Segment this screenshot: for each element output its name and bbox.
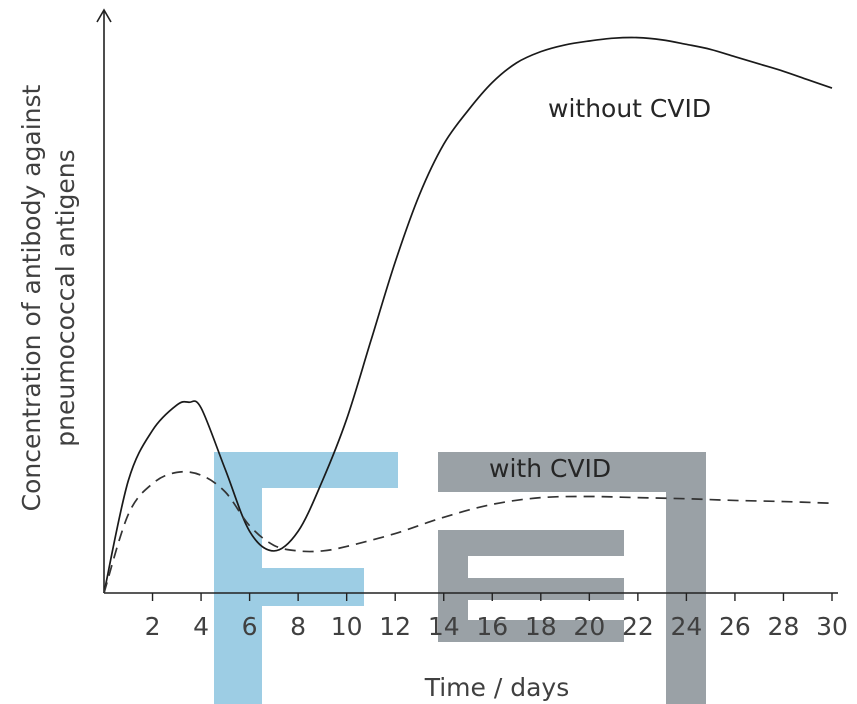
x-axis-title: Time / days	[424, 673, 570, 702]
watermark-gray-frame-top	[438, 452, 706, 492]
x-tick-label-14: 14	[428, 612, 460, 641]
x-tick-label-24: 24	[670, 612, 702, 641]
y-axis-arrowhead	[96, 8, 112, 23]
y-axis-title-line-2: pneumococcal antigens	[51, 149, 80, 446]
x-axis-ticks: 2 4 6 8 10 12 14 16 18 20 22 24 26 28 30	[145, 593, 848, 641]
watermark-gray-left	[438, 530, 468, 642]
watermark-gray-inner-3	[462, 620, 624, 642]
watermark-gray-inner-1	[462, 530, 624, 556]
watermark-gray-inner-2	[462, 578, 624, 600]
series-line-without-cvid	[103, 36, 833, 594]
x-tick-label-30: 30	[816, 612, 848, 641]
x-tick-label-8: 8	[290, 612, 306, 641]
x-tick-label-2: 2	[145, 612, 161, 641]
x-tick-label-10: 10	[331, 612, 363, 641]
series-line-with-cvid	[103, 470, 833, 594]
watermark-logo	[214, 452, 706, 704]
x-tick-label-26: 26	[719, 612, 751, 641]
series-label-without-cvid: without CVID	[548, 94, 711, 123]
x-tick-label-4: 4	[193, 612, 209, 641]
x-tick-label-28: 28	[768, 612, 800, 641]
watermark-gray-frame-right	[666, 452, 706, 704]
series-label-with-cvid: with CVID	[489, 454, 611, 483]
x-tick-label-20: 20	[573, 612, 605, 641]
x-tick-label-22: 22	[622, 612, 654, 641]
series-layer	[103, 36, 833, 594]
x-tick-label-6: 6	[242, 612, 258, 641]
watermark-blue-bar-middle	[214, 568, 364, 606]
y-axis-title-line-1: Concentration of antibody against	[17, 84, 46, 511]
x-tick-label-12: 12	[379, 612, 411, 641]
x-tick-label-18: 18	[525, 612, 557, 641]
x-tick-label-16: 16	[476, 612, 508, 641]
